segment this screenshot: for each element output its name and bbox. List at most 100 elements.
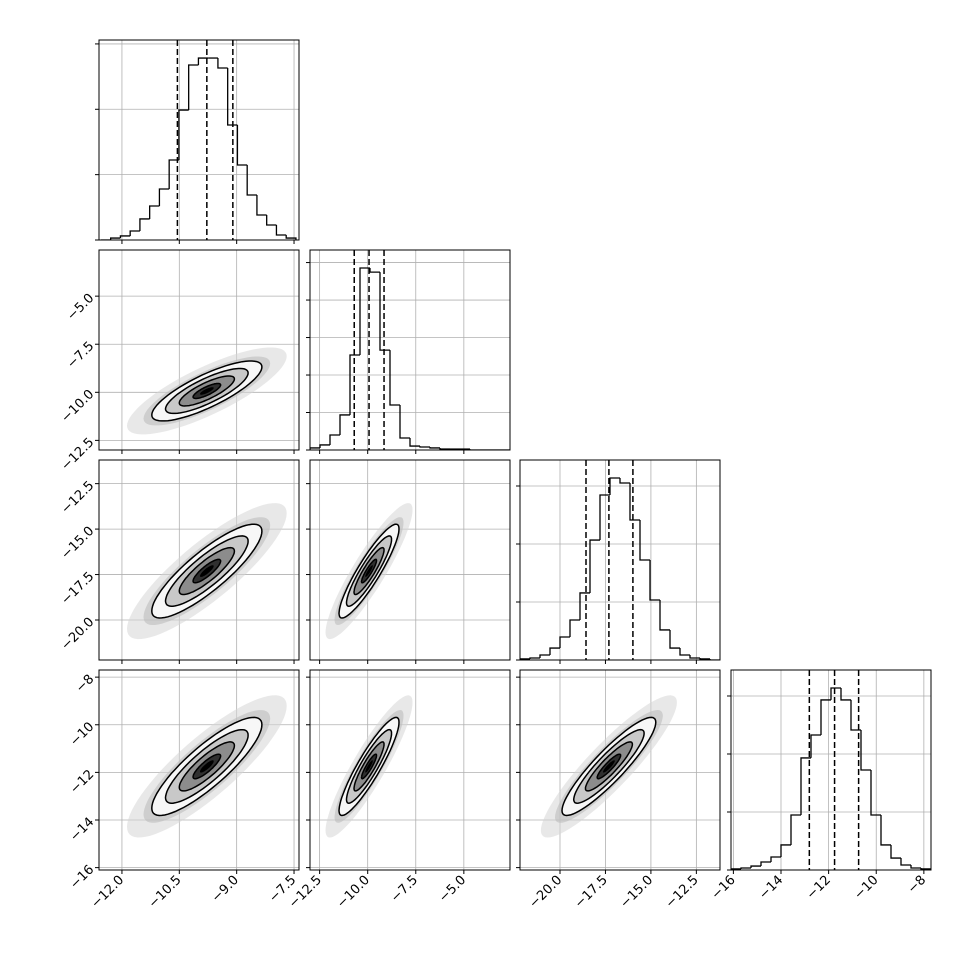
density-core xyxy=(603,760,615,773)
panel-frame xyxy=(98,39,300,241)
histogram-bin xyxy=(158,188,170,207)
histogram-bin xyxy=(168,159,179,190)
x-tick-label: −17.5 xyxy=(572,873,611,912)
contour xyxy=(178,741,236,792)
y-tick-label: −12.5 xyxy=(59,478,98,517)
contour xyxy=(338,716,400,817)
density-core xyxy=(200,387,214,395)
y-tick-label: −15.0 xyxy=(59,524,98,563)
y-tick-label: −10.0 xyxy=(59,387,98,426)
histogram-bin xyxy=(609,477,620,496)
histogram-bin xyxy=(419,446,430,448)
histogram-bin xyxy=(669,629,680,649)
contour xyxy=(178,375,236,407)
histogram-bin xyxy=(139,218,150,231)
y-tick-label: −20.0 xyxy=(59,615,98,654)
contour xyxy=(192,753,222,780)
histogram-bin xyxy=(119,235,131,239)
panel-content xyxy=(99,670,299,870)
histogram-bin xyxy=(820,699,831,735)
contour xyxy=(338,523,400,619)
histogram-bin xyxy=(149,205,160,219)
panel-content xyxy=(99,250,299,450)
y-tick-label: −12.5 xyxy=(59,435,98,474)
contour xyxy=(353,546,385,596)
histogram-bin xyxy=(310,447,320,450)
y-tick-label: −17.5 xyxy=(59,569,98,608)
x-tick-label: −10.0 xyxy=(334,873,373,912)
panel-frame xyxy=(309,669,511,871)
x-tick-label: −16 xyxy=(709,873,739,903)
x-tick-label: −10.5 xyxy=(146,873,185,912)
x-tick-label: −8 xyxy=(905,873,929,897)
histogram-bin xyxy=(689,655,700,659)
histogram-bin xyxy=(188,64,199,111)
panel xyxy=(99,460,299,660)
histogram-bin xyxy=(810,734,821,758)
histogram-bin xyxy=(890,844,901,859)
histogram-bin xyxy=(266,215,277,226)
panel xyxy=(520,670,720,870)
histogram-bin xyxy=(409,438,420,447)
x-tick-label: −12 xyxy=(804,873,834,903)
y-tick-label: −5.0 xyxy=(64,291,97,324)
panel xyxy=(310,460,510,660)
contour xyxy=(360,558,378,584)
histogram-bin xyxy=(579,592,590,620)
histogram-bin xyxy=(679,648,690,656)
histogram-bin xyxy=(275,224,287,236)
contour xyxy=(151,523,263,619)
histogram-bin xyxy=(599,494,610,541)
contour xyxy=(151,360,263,422)
histogram-bin xyxy=(910,865,921,869)
contour xyxy=(353,741,385,792)
panel-frame xyxy=(309,459,511,661)
histogram-bin xyxy=(539,654,550,659)
histogram-bin xyxy=(850,699,861,731)
histogram-bin xyxy=(439,447,450,450)
histogram-bin xyxy=(227,67,238,126)
panel-content xyxy=(310,460,510,660)
histogram-bin xyxy=(699,658,710,660)
histogram-bin xyxy=(256,195,267,216)
histogram-bin xyxy=(569,619,580,638)
density-core xyxy=(365,565,373,577)
y-tick-label: −10 xyxy=(67,719,97,749)
histogram-bin xyxy=(246,164,257,196)
contour xyxy=(345,535,393,608)
histogram-bin xyxy=(559,636,570,649)
histogram-bin xyxy=(469,449,480,450)
panel-content xyxy=(310,250,510,450)
contour xyxy=(192,382,222,400)
histogram-bin xyxy=(860,729,871,771)
histogram-bin xyxy=(369,267,380,273)
contour xyxy=(561,716,657,817)
panel-frame xyxy=(309,249,511,451)
histogram-bin xyxy=(285,235,297,240)
panel xyxy=(99,670,299,870)
histogram-bin xyxy=(830,687,841,700)
panel xyxy=(310,250,510,450)
panel-content xyxy=(731,670,931,870)
x-tick-label: −12.0 xyxy=(88,873,127,912)
histogram-bin xyxy=(639,519,650,561)
histogram-bin xyxy=(319,444,330,448)
x-tick-label: −10 xyxy=(852,873,882,903)
y-tick-label: −16 xyxy=(67,862,97,892)
contour xyxy=(360,753,378,780)
y-tick-label: −8 xyxy=(73,672,97,696)
density-core xyxy=(200,760,214,773)
x-tick-label: −5.0 xyxy=(436,873,469,906)
histogram-bin xyxy=(659,600,670,631)
histogram-bin xyxy=(110,237,121,240)
histogram-bin xyxy=(780,844,791,858)
contour xyxy=(178,546,236,596)
histogram-bin xyxy=(549,647,560,656)
contour xyxy=(345,728,393,804)
panel xyxy=(731,670,931,870)
panel-frame xyxy=(519,459,721,661)
y-tick-label: −7.5 xyxy=(64,339,97,372)
histogram-bin xyxy=(619,477,630,484)
histogram-bin xyxy=(129,230,140,236)
x-tick-label: −14 xyxy=(756,873,786,903)
